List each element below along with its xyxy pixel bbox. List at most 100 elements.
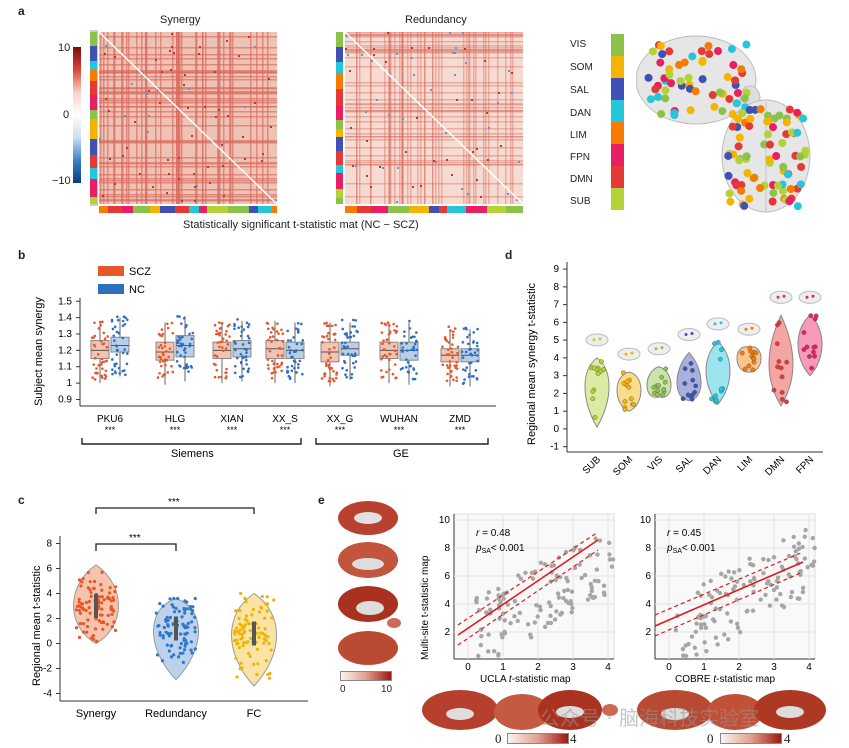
panel-e-label: e [318, 493, 325, 507]
d-ytick: 3 [553, 371, 559, 382]
e-left-xlabel: UCLA t-statistic map [480, 674, 571, 685]
e-xtick: 4 [806, 662, 812, 673]
d-ytick: 4 [553, 353, 559, 364]
net-swatch-som [611, 56, 624, 78]
brain-node-renderings [636, 35, 811, 213]
c-ytick: -4 [43, 689, 52, 700]
net-label-sub: SUB [570, 196, 591, 207]
bottom-cortical-maps [422, 690, 826, 730]
panel-b-label: b [18, 248, 26, 262]
redundancy-matrix-title: Redundancy [405, 14, 467, 26]
siemens-label: Siemens [171, 448, 214, 460]
c-ylabel: Regional mean t-statistic [31, 565, 43, 686]
colorbar-tick-zero: 0 [63, 109, 70, 121]
net-swatch-sal [611, 78, 624, 100]
matrix-colorbar [73, 47, 81, 183]
cobre-scatter: 0 1 2 3 4 10 8 6 4 2 r = 0.45 pSA< 0.001 COBRE t-… [640, 513, 817, 685]
site-stars: *** [335, 425, 346, 435]
ucla-scatter: 0 1 2 3 4 10 8 6 4 2 Multi-site t-statistic map r… [420, 513, 616, 685]
net-swatch-sub [611, 188, 624, 210]
e-left-p: pSA< 0.001 [475, 543, 525, 555]
c-xlabel: Synergy [76, 708, 117, 720]
e-ytick: 8 [645, 543, 651, 554]
left-brain-cbar-min: 0 [340, 684, 346, 695]
e-xtick: 0 [465, 662, 471, 673]
d-ylabel: Regional mean synergy t-statistic [526, 282, 538, 445]
net-swatch-dmn [611, 166, 624, 188]
bottom-right-cbar-max: 4 [784, 731, 791, 746]
e-xtick: 1 [500, 662, 506, 673]
legend-scz-swatch [98, 266, 124, 276]
site-label: ZMD [449, 414, 471, 425]
e-ytick: 6 [645, 571, 651, 582]
b-ytick: 1.4 [58, 313, 72, 324]
sig-bracket-mid [95, 543, 177, 551]
net-label-sal: SAL [570, 85, 589, 96]
matrix-caption: Statistically significant t-statistic ma… [183, 219, 419, 231]
sig-mid-stars: *** [129, 533, 141, 544]
e-xtick: 2 [535, 662, 541, 673]
net-label-lim: LIM [570, 130, 587, 141]
b-ytick: 1.2 [58, 345, 72, 356]
legend-nc-swatch [98, 284, 124, 294]
site-synergy-boxplot: SCZ NC 1.5 1.4 1.3 1.2 1.1 1 0.9 Subject mean … [33, 266, 496, 460]
net-label-dmn: DMN [570, 174, 593, 185]
e-right-p: pSA< 0.001 [666, 543, 716, 555]
e-right-r: r = 0.45 [667, 528, 702, 539]
network-synergy-violin: 9 8 7 6 5 4 3 2 1 0 -1 Regional mean synergy t-sta… [526, 262, 823, 478]
d-ytick: 9 [553, 264, 559, 275]
bottom-left-colorbar [507, 733, 569, 744]
e-ytick: 4 [645, 599, 651, 610]
d-ytick: 5 [553, 335, 559, 346]
d-xlabel: VIS [646, 454, 665, 473]
net-swatch-lim [611, 122, 624, 144]
e-ytick: 8 [444, 543, 450, 554]
sig-top-stars: *** [168, 497, 180, 508]
site-stars: *** [105, 425, 116, 435]
net-label-som: SOM [570, 62, 593, 73]
bottom-left-cbar-min: 0 [495, 731, 502, 746]
d-xlabel: DMN [763, 454, 787, 478]
bottom-left-cbar-max: 4 [570, 731, 577, 746]
d-xlabel: LIM [736, 454, 756, 474]
watermark: 公众号 · 脑海科技实验室 [540, 706, 760, 730]
d-ytick: 0 [553, 424, 559, 435]
e-ytick: 10 [439, 515, 451, 526]
site-stars: *** [394, 425, 405, 435]
net-label-vis: VIS [570, 39, 587, 50]
b-ytick: 0.9 [58, 394, 72, 405]
e-xtick: 3 [771, 662, 777, 673]
redundancy-matrix [336, 31, 524, 213]
d-ytick: 2 [553, 388, 559, 399]
c-ytick: 4 [46, 589, 52, 600]
d-xlabel: SOM [611, 454, 635, 478]
site-label: PKU6 [97, 414, 124, 425]
panel-a-label: a [18, 4, 25, 18]
d-xlabel: SAL [674, 454, 695, 475]
b-ytick: 1.3 [58, 329, 72, 340]
c-ytick: -2 [43, 664, 52, 675]
site-label: WUHAN [380, 414, 418, 425]
c-ytick: 2 [46, 614, 52, 625]
e-xtick: 2 [736, 662, 742, 673]
site-stars: *** [280, 425, 291, 435]
site-stars: *** [227, 425, 238, 435]
net-swatch-fpn [611, 144, 624, 166]
e-left-r: r = 0.48 [476, 528, 511, 539]
site-stars: *** [455, 425, 466, 435]
network-legend: VIS SOM SAL DAN LIM FPN DMN SUB [560, 34, 635, 214]
legend-nc-label: NC [129, 284, 145, 296]
c-ytick: 8 [46, 539, 52, 550]
e-ytick: 2 [645, 627, 651, 638]
ge-label: GE [393, 448, 409, 460]
legend-scz-label: SCZ [129, 266, 151, 278]
d-ytick: -1 [550, 442, 559, 453]
d-ytick: 6 [553, 317, 559, 328]
synergy-matrix [90, 30, 278, 213]
net-swatch-dan [611, 100, 624, 122]
d-ytick: 7 [553, 300, 559, 311]
site-label: XX_G [327, 414, 354, 425]
e-xtick: 0 [666, 662, 672, 673]
site-label: XIAN [220, 414, 243, 425]
c-ytick: 6 [46, 564, 52, 575]
